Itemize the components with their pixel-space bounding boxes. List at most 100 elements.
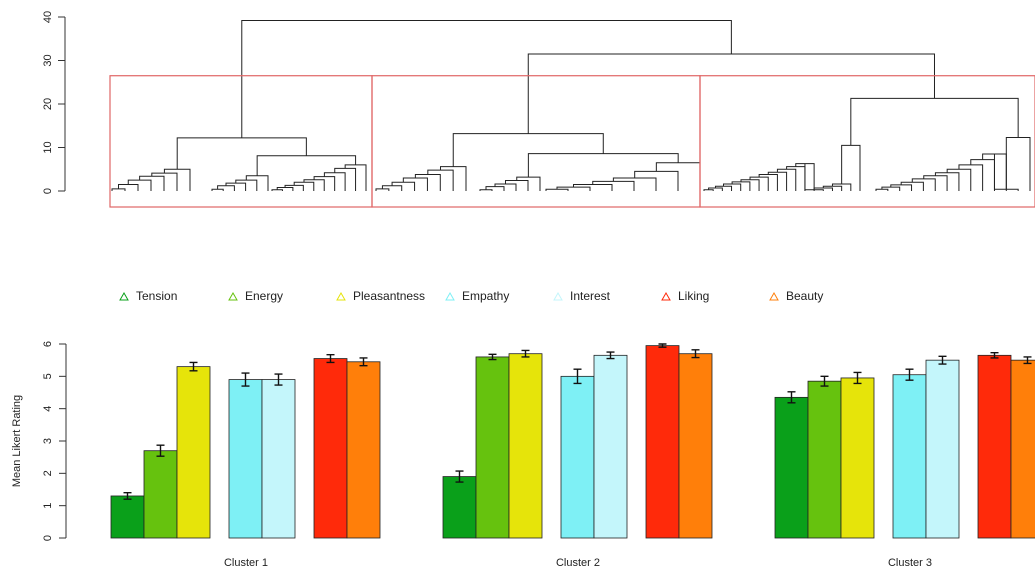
error-bar [156, 444, 165, 457]
dendrogram-tick-label: 0 [42, 188, 54, 194]
cluster-cut-box [109, 75, 373, 208]
dendrogram-link [527, 53, 935, 134]
bar [977, 354, 1012, 539]
dendrogram-link [127, 179, 152, 191]
error-bar [905, 368, 914, 381]
dendrogram-link [527, 153, 679, 178]
bar [261, 379, 296, 539]
error-bar [455, 470, 464, 483]
dendrogram-link [494, 183, 517, 191]
dendrogram-link [573, 183, 613, 191]
dendrogram-link [545, 188, 569, 191]
error-bar [521, 349, 530, 358]
bar-chart: Cluster 1 Cluster 2 Cluster 3 [110, 343, 1035, 569]
bar [1010, 359, 1035, 539]
dendrogram-link [875, 188, 889, 191]
bar-tick-label: 0 [42, 535, 54, 541]
legend-label: Interest [570, 289, 611, 303]
dendrogram [109, 19, 1035, 208]
dendrogram-tick-label: 30 [42, 54, 54, 66]
legend-triangle-icon [661, 291, 671, 301]
dendrogram-link [900, 181, 924, 191]
legend-label: Pleasantness [353, 289, 425, 303]
error-bar [938, 355, 947, 365]
bar [678, 353, 713, 539]
error-bar [1023, 356, 1032, 365]
legend-label: Empathy [462, 289, 509, 303]
bar-tick-label: 2 [42, 470, 54, 476]
dendrogram-link [592, 180, 635, 191]
bar [645, 345, 680, 539]
legend-label: Beauty [786, 289, 823, 303]
error-bar [691, 349, 700, 359]
bar-y-axis: Mean Likert Rating 0 1 2 3 4 5 6 [11, 341, 67, 541]
dendrogram-link [111, 188, 126, 191]
legend-triangle-icon [553, 291, 563, 301]
dendrogram-link [505, 180, 529, 191]
dendrogram-tick-label: 10 [42, 141, 54, 153]
dendrogram-link [402, 177, 428, 191]
error-bar [658, 343, 667, 348]
bar [508, 353, 543, 539]
legend-label: Energy [245, 289, 283, 303]
bar [346, 361, 381, 539]
legend: Tension Energy Pleasantness Empathy Interest… [119, 289, 823, 303]
bar [176, 366, 211, 539]
bar-y-axis-label: Mean Likert Rating [11, 395, 23, 487]
bar [475, 356, 510, 539]
bar [925, 359, 960, 539]
cluster-cut-box [371, 75, 701, 208]
error-bar [274, 373, 283, 386]
dendrogram-link [850, 97, 1019, 146]
error-bar [820, 375, 829, 387]
legend-label: Liking [678, 289, 709, 303]
error-bar [787, 391, 796, 404]
bar-tick-label: 5 [42, 373, 54, 379]
dendrogram-link [271, 189, 283, 191]
dendrogram-link [225, 182, 247, 191]
error-bar [241, 372, 250, 387]
bar [774, 396, 809, 539]
error-bar [606, 351, 615, 360]
bar [442, 476, 477, 539]
dendrogram-tick-label: 40 [42, 11, 54, 23]
cluster-cut-box [699, 75, 1035, 208]
dendrogram-link [703, 189, 714, 191]
dendrogram-link [235, 179, 258, 191]
error-bar [573, 368, 582, 385]
error-bar [326, 353, 335, 364]
bar [313, 358, 348, 539]
bar-tick-label: 1 [42, 503, 54, 509]
dendrogram-link [241, 19, 732, 138]
dendrogram-link [714, 185, 733, 191]
bar [110, 495, 145, 539]
dendrogram-link [139, 175, 165, 191]
legend-triangle-icon [336, 291, 346, 301]
bar-tick-label: 6 [42, 341, 54, 347]
dendrogram-link [217, 185, 235, 191]
cluster-label: Cluster 3 [888, 557, 932, 569]
dendrogram-link [211, 188, 224, 191]
bar-tick-label: 3 [42, 438, 54, 444]
dendrogram-link [176, 137, 307, 170]
error-bar [488, 353, 497, 361]
bar-tick-label: 4 [42, 406, 54, 412]
cluster-label: Cluster 1 [224, 557, 268, 569]
dendrogram-y-axis: 0 10 20 30 40 [42, 11, 66, 194]
error-bar [990, 352, 999, 359]
error-bar [189, 361, 198, 372]
dendrogram-link [723, 183, 742, 191]
bar [593, 354, 628, 539]
dendrogram-link [479, 189, 493, 191]
bar [143, 450, 178, 539]
dendrogram-link [890, 184, 913, 191]
bar [560, 375, 595, 539]
legend-triangle-icon [769, 291, 779, 301]
dendrogram-link [1005, 136, 1031, 191]
legend-triangle-icon [445, 291, 455, 301]
dendrogram-link [375, 188, 390, 191]
dendrogram-link [284, 184, 304, 191]
error-bar [359, 357, 368, 367]
bar [840, 377, 875, 539]
